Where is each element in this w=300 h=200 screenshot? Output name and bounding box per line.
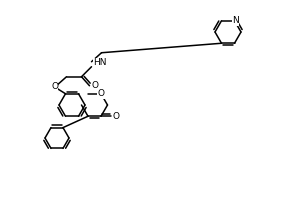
Text: O: O [98, 89, 104, 98]
Text: O: O [112, 112, 119, 121]
Text: O: O [51, 82, 58, 91]
Text: N: N [232, 16, 239, 25]
Text: O: O [91, 81, 98, 90]
Text: HN: HN [94, 58, 107, 67]
